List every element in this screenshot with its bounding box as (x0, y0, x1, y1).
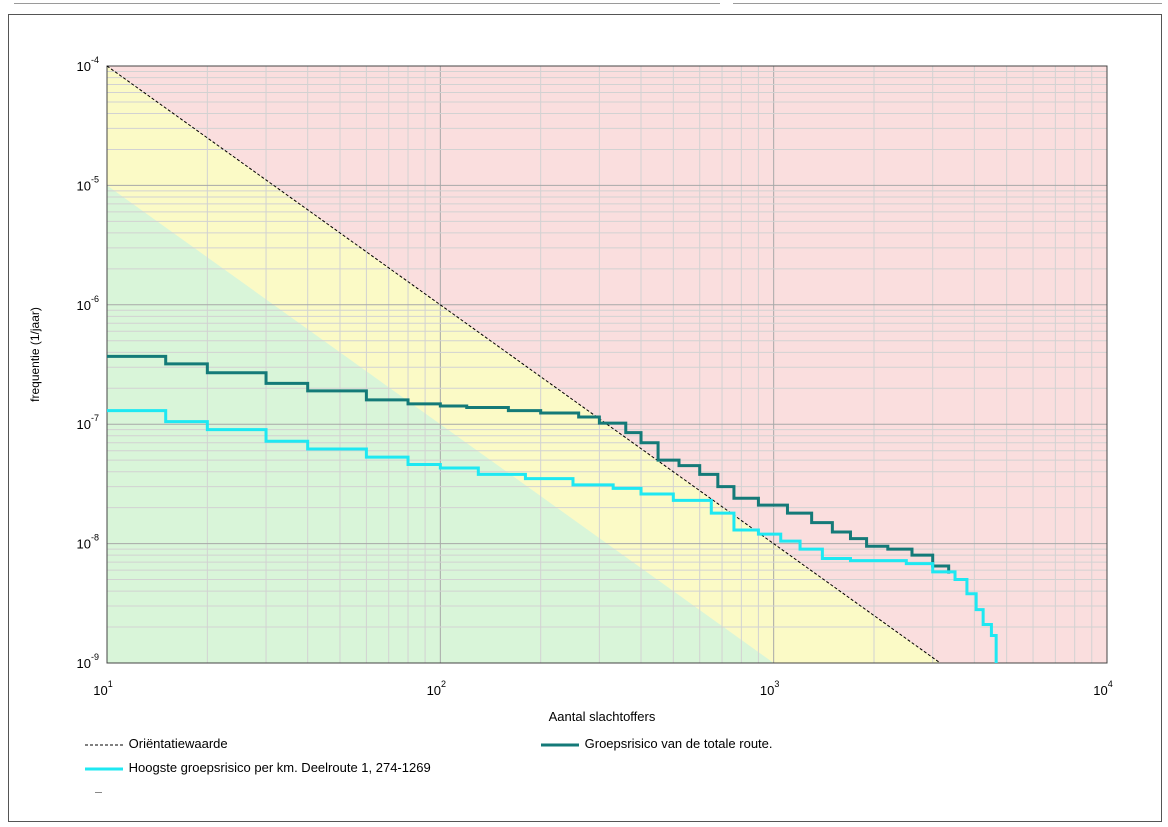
x-tick-label: 101 (93, 679, 112, 698)
series-lines (106, 65, 998, 664)
x-tick-label: 104 (1093, 679, 1112, 698)
y-axis-label: frequentie (1/jaar) (28, 307, 42, 402)
y-tick-label: 10-9 (77, 652, 99, 671)
x-tick-labels: 101 102 103 104 (93, 679, 1112, 698)
top-border-right (733, 3, 1162, 4)
y-tick-label: 10-7 (77, 413, 99, 432)
legend-label-hoogste: Hoogste groepsrisico per km. Deelroute 1… (128, 760, 431, 775)
series-line-0 (106, 65, 941, 664)
plot-border (106, 65, 1108, 664)
legend-item-groepsrisico: Groepsrisico van de totale route. (539, 736, 773, 751)
series-line-1 (107, 354, 951, 574)
y-tick-label: 10-6 (77, 294, 99, 313)
legend-swatch-cyan (85, 767, 123, 771)
x-axis-label: Aantal slachtoffers (549, 709, 656, 724)
y-tick-labels: 10-4 10-5 10-6 10-7 10-8 10-9 (77, 55, 99, 671)
legend-item-hoogste: Hoogste groepsrisico per km. Deelroute 1… (83, 760, 431, 775)
grid-lines (107, 66, 1107, 663)
legend-label-orientatiewaarde: Oriëntatiewaarde (128, 736, 228, 751)
legend-empty-marker (95, 792, 102, 793)
series-line-2 (107, 409, 998, 663)
legend-item-orientatiewaarde: Oriëntatiewaarde (83, 736, 228, 751)
chart-frame: 101 102 103 104 10-4 10-5 10-6 10-7 10-8 10-9 Aa… (8, 14, 1162, 822)
y-tick-label: 10-8 (77, 533, 99, 552)
legend-swatch-dashed (85, 744, 123, 746)
risk-zones (107, 66, 1107, 663)
x-tick-label: 102 (427, 679, 446, 698)
legend-label-groepsrisico: Groepsrisico van de totale route. (584, 736, 773, 751)
top-border-left (14, 3, 720, 4)
y-tick-label: 10-4 (77, 55, 99, 74)
y-tick-label: 10-5 (77, 174, 99, 193)
legend-swatch-dark (541, 743, 579, 747)
chart-svg: 101 102 103 104 10-4 10-5 10-6 10-7 10-8 10-9 Aa… (28, 55, 1113, 724)
x-tick-label: 103 (760, 679, 779, 698)
